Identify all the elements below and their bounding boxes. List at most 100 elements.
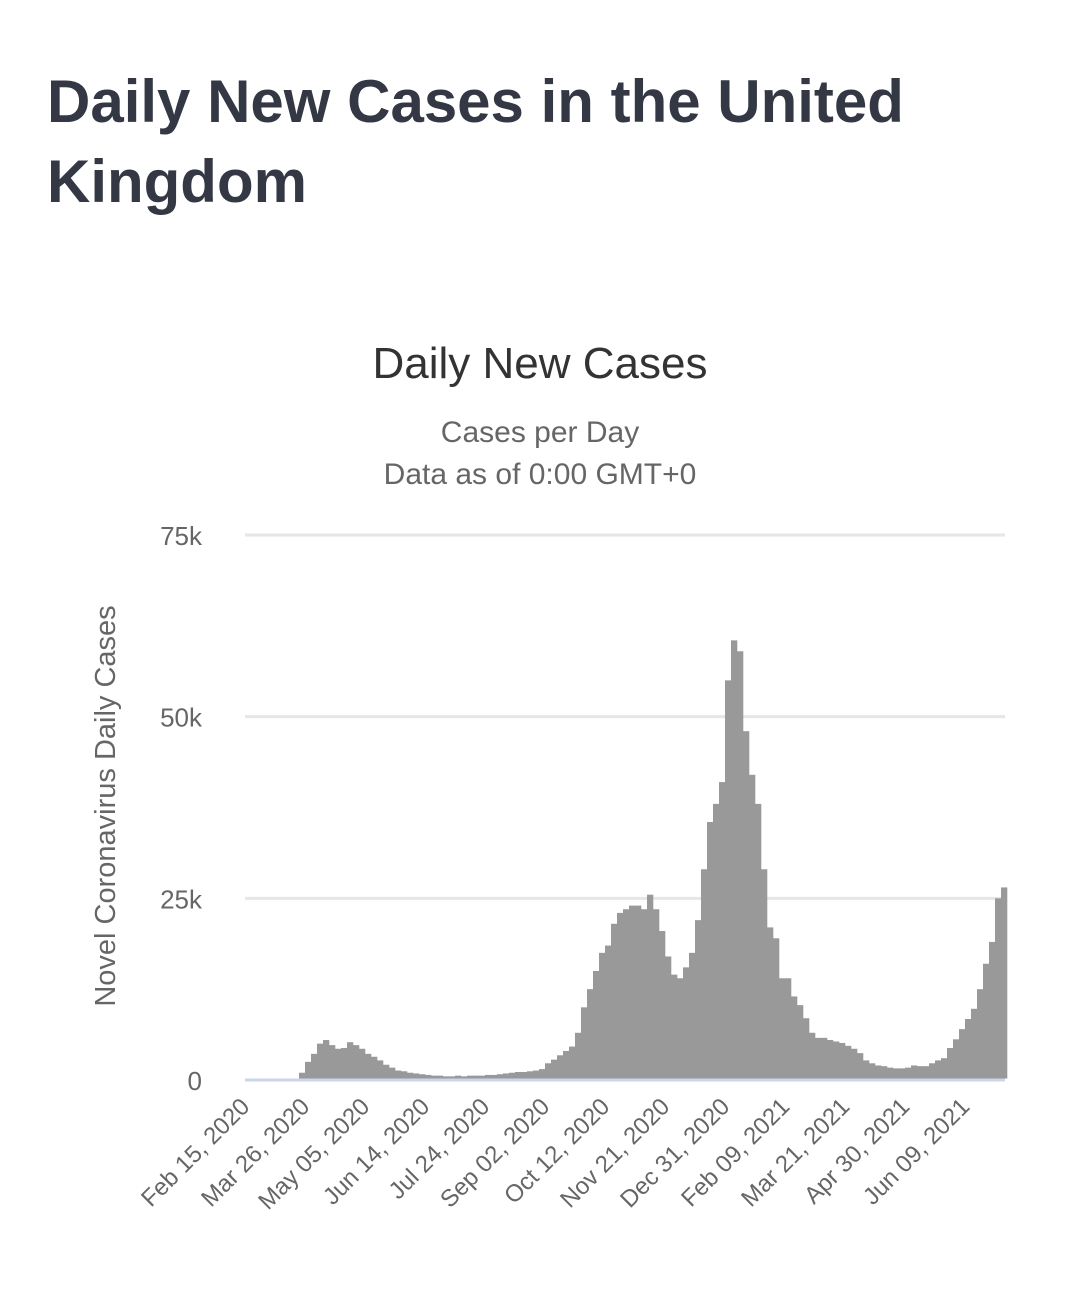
y-axis-label: Novel Coronavirus Daily Cases — [90, 605, 122, 1006]
bar — [779, 978, 786, 1079]
bar — [899, 1068, 906, 1079]
bar — [677, 978, 684, 1079]
bar — [845, 1045, 852, 1079]
bar — [653, 909, 660, 1079]
bar — [467, 1075, 474, 1079]
bar — [407, 1072, 414, 1079]
bar — [941, 1058, 948, 1079]
bar — [773, 938, 780, 1079]
bar — [329, 1045, 336, 1079]
chart-title: Daily New Cases — [373, 339, 708, 388]
bar — [935, 1060, 942, 1079]
bar — [449, 1076, 456, 1079]
bar — [419, 1074, 426, 1079]
bar — [923, 1066, 930, 1079]
bar — [905, 1067, 912, 1079]
bar — [617, 912, 624, 1079]
bar — [299, 1072, 306, 1079]
bar — [977, 989, 984, 1079]
bar — [983, 963, 990, 1079]
bar — [647, 894, 654, 1079]
bar — [563, 1050, 570, 1079]
bar — [827, 1040, 834, 1079]
bar — [659, 931, 666, 1079]
bar — [545, 1063, 552, 1079]
bar — [341, 1048, 348, 1079]
bar — [761, 869, 768, 1079]
bar — [443, 1076, 450, 1079]
bar — [461, 1076, 468, 1079]
bar — [755, 803, 762, 1079]
bar — [557, 1055, 564, 1079]
bar — [413, 1073, 420, 1079]
bar — [479, 1075, 486, 1079]
bar — [575, 1032, 582, 1079]
bar — [821, 1037, 828, 1079]
bar — [347, 1042, 354, 1079]
bar — [635, 905, 642, 1079]
bar — [701, 869, 708, 1079]
bar — [497, 1074, 504, 1079]
bar — [893, 1068, 900, 1079]
bar — [665, 956, 672, 1079]
bar — [929, 1063, 936, 1079]
bar — [533, 1070, 540, 1079]
bar — [989, 941, 996, 1079]
bar — [629, 905, 636, 1079]
bar — [731, 640, 738, 1079]
bar — [593, 971, 600, 1079]
bar — [887, 1067, 894, 1079]
bar — [791, 996, 798, 1079]
bar — [719, 782, 726, 1079]
bar — [809, 1032, 816, 1079]
bar — [353, 1045, 360, 1079]
bar — [671, 974, 678, 1079]
y-tick-label: 50k — [160, 703, 203, 733]
bar — [875, 1065, 882, 1079]
bar — [995, 898, 1002, 1079]
bar — [767, 927, 774, 1079]
y-tick-label: 0 — [188, 1066, 202, 1096]
bar — [383, 1064, 390, 1079]
y-tick-label: 75k — [160, 521, 203, 551]
bar — [953, 1039, 960, 1079]
page-title: Daily New Cases in the United Kingdom — [47, 68, 904, 215]
bar — [683, 967, 690, 1079]
bar — [917, 1066, 924, 1079]
bar — [695, 920, 702, 1079]
bar — [551, 1059, 558, 1079]
bar — [797, 1005, 804, 1079]
bar — [323, 1040, 330, 1079]
bar — [371, 1056, 378, 1079]
bar — [527, 1071, 534, 1079]
bar — [317, 1043, 324, 1079]
bar — [389, 1067, 396, 1079]
bar — [491, 1074, 498, 1079]
bar — [749, 774, 756, 1079]
bar — [395, 1070, 402, 1079]
bar — [569, 1046, 576, 1079]
bar — [521, 1072, 528, 1079]
bar — [881, 1066, 888, 1079]
bar — [725, 680, 732, 1079]
bar — [599, 952, 606, 1079]
bar — [305, 1061, 312, 1079]
bar — [485, 1074, 492, 1079]
bar — [743, 731, 750, 1079]
bar — [425, 1074, 432, 1079]
bar — [641, 909, 648, 1079]
bar — [863, 1060, 870, 1079]
bar — [311, 1053, 318, 1079]
chart-subtitle-line-1: Cases per Day — [441, 416, 639, 449]
bar — [707, 822, 714, 1079]
bar — [539, 1069, 546, 1079]
bar — [1001, 887, 1008, 1079]
bar — [911, 1065, 918, 1079]
bar — [455, 1075, 462, 1079]
bar — [605, 945, 612, 1079]
bar — [833, 1041, 840, 1079]
bar — [359, 1048, 366, 1079]
bar — [401, 1071, 408, 1079]
bar — [857, 1053, 864, 1079]
bar — [437, 1075, 444, 1079]
